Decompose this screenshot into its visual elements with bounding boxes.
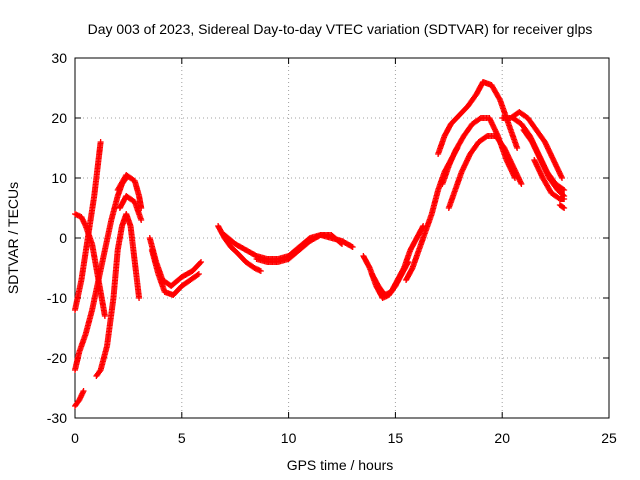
y-tick-label: 0 (59, 230, 67, 246)
series-arc-p (435, 79, 521, 157)
data-point (194, 271, 201, 278)
y-tick-label: 30 (51, 50, 67, 66)
series-arc-c (72, 175, 130, 373)
x-axis-label: GPS time / hours (287, 457, 394, 473)
series-arc-n (368, 223, 427, 298)
data-point (514, 145, 521, 151)
data-point (559, 186, 566, 193)
data-point (138, 217, 145, 223)
y-tick-label: 20 (51, 110, 67, 126)
series-arc-l (253, 232, 345, 265)
series-arc-e (93, 211, 143, 379)
data-point (349, 244, 356, 250)
data-point (136, 295, 143, 301)
y-tick-label: 10 (51, 170, 67, 186)
x-tick-label: 5 (178, 430, 186, 446)
series-arc-s (499, 109, 566, 181)
data-point (561, 187, 568, 193)
series-arc-i (148, 247, 202, 298)
data-point (518, 181, 525, 187)
series-arc-d (72, 388, 87, 409)
data-point (559, 175, 566, 181)
data-point (197, 260, 204, 266)
data-point (97, 139, 104, 145)
x-tick-label: 15 (388, 430, 404, 446)
data-point (257, 268, 264, 274)
series-arc-v (531, 157, 568, 202)
y-tick-labels: -30 -20 -10 0 10 20 30 (47, 50, 67, 426)
y-axis-label: SDTVAR / TECUs (5, 182, 21, 294)
data-point (561, 205, 568, 211)
series-arc-q (439, 115, 519, 187)
series-arc-u (520, 127, 568, 199)
data-point (101, 313, 108, 319)
data-point (198, 259, 205, 265)
series-arc-w (556, 202, 568, 211)
x-tick-label: 25 (601, 430, 617, 446)
data-point (561, 196, 568, 202)
series-arc-f (114, 172, 145, 211)
x-tick-label: 20 (494, 430, 510, 446)
x-tick-labels: 0 5 10 15 20 25 (71, 430, 617, 446)
chart-title: Day 003 of 2023, Sidereal Day-to-day VTE… (88, 21, 593, 37)
data-point (339, 241, 345, 247)
data-point (80, 388, 87, 394)
y-tick-label: -30 (47, 410, 67, 426)
data-point (560, 204, 567, 211)
data-point (195, 271, 202, 277)
x-tick-label: 0 (71, 430, 79, 446)
y-tick-label: -10 (47, 290, 67, 306)
y-tick-label: -20 (47, 350, 67, 366)
data-point (337, 240, 344, 247)
series-arc-r (445, 133, 525, 211)
x-tick-label: 10 (281, 430, 297, 446)
data-points (72, 79, 568, 409)
data-point (348, 243, 355, 250)
series-arc-g (116, 193, 145, 223)
data-point (496, 95, 503, 102)
